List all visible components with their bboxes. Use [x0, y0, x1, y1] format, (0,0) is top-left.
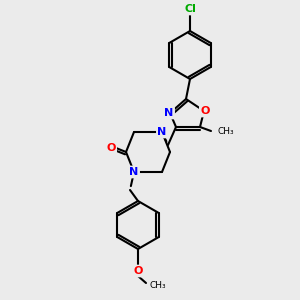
- Text: O: O: [200, 106, 210, 116]
- Text: CH₃: CH₃: [217, 127, 234, 136]
- Text: O: O: [133, 266, 143, 276]
- Text: O: O: [106, 143, 116, 153]
- Text: N: N: [164, 108, 174, 118]
- Text: N: N: [129, 167, 139, 177]
- Text: N: N: [158, 127, 166, 137]
- Text: CH₃: CH₃: [150, 281, 166, 290]
- Text: Cl: Cl: [184, 4, 196, 14]
